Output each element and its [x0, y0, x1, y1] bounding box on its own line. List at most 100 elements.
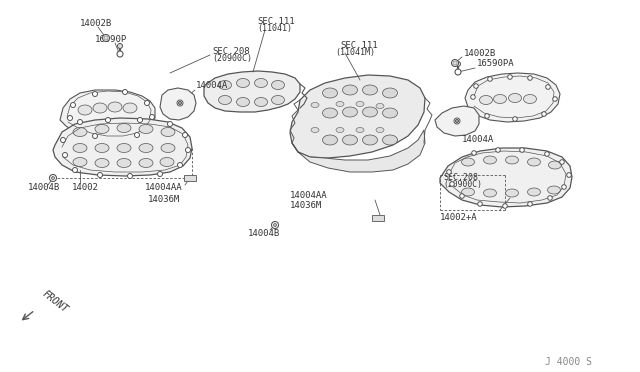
Circle shape	[118, 44, 122, 48]
Polygon shape	[465, 73, 560, 122]
Circle shape	[545, 152, 549, 156]
Circle shape	[508, 75, 512, 79]
Ellipse shape	[139, 144, 153, 153]
Circle shape	[560, 160, 564, 164]
Circle shape	[451, 60, 458, 67]
Ellipse shape	[161, 128, 175, 137]
Ellipse shape	[218, 96, 232, 105]
Text: 14004B: 14004B	[248, 230, 280, 238]
Ellipse shape	[123, 103, 137, 113]
Ellipse shape	[342, 135, 358, 145]
Circle shape	[488, 77, 492, 81]
Circle shape	[447, 170, 451, 174]
Text: 14002: 14002	[72, 183, 99, 192]
Ellipse shape	[93, 103, 107, 113]
Text: (20900C): (20900C)	[212, 54, 252, 62]
Text: (11041): (11041)	[257, 25, 292, 33]
Text: (20900C): (20900C)	[443, 180, 482, 189]
Ellipse shape	[342, 85, 358, 95]
Ellipse shape	[311, 128, 319, 132]
Ellipse shape	[271, 96, 285, 105]
Text: FRONT: FRONT	[40, 289, 69, 315]
Circle shape	[186, 148, 191, 153]
Text: 14004AA: 14004AA	[290, 192, 328, 201]
Circle shape	[134, 132, 140, 138]
Polygon shape	[372, 215, 384, 221]
Polygon shape	[53, 118, 192, 176]
Ellipse shape	[95, 158, 109, 167]
Ellipse shape	[336, 102, 344, 106]
Ellipse shape	[271, 80, 285, 90]
Ellipse shape	[323, 135, 337, 145]
Text: 14004B: 14004B	[28, 183, 60, 192]
Text: 16590P: 16590P	[95, 35, 127, 45]
Circle shape	[528, 76, 532, 80]
Ellipse shape	[161, 144, 175, 153]
Ellipse shape	[139, 158, 153, 167]
Circle shape	[122, 90, 127, 94]
Ellipse shape	[117, 144, 131, 153]
Circle shape	[102, 35, 109, 42]
Ellipse shape	[237, 97, 250, 106]
Circle shape	[117, 51, 123, 57]
Polygon shape	[60, 90, 155, 139]
Circle shape	[157, 171, 163, 176]
Polygon shape	[204, 71, 300, 112]
Ellipse shape	[376, 103, 384, 109]
Ellipse shape	[311, 103, 319, 108]
Circle shape	[70, 103, 76, 108]
Text: SEC.208: SEC.208	[443, 173, 478, 183]
Circle shape	[472, 151, 476, 155]
Circle shape	[77, 119, 83, 125]
Circle shape	[456, 61, 461, 67]
Text: SEC.111: SEC.111	[257, 17, 294, 26]
Text: 14036M: 14036M	[290, 201, 323, 209]
Circle shape	[49, 174, 56, 182]
Polygon shape	[435, 106, 479, 136]
Circle shape	[182, 132, 188, 138]
Polygon shape	[184, 175, 196, 181]
Circle shape	[566, 173, 572, 177]
Circle shape	[455, 69, 461, 75]
Text: 14004A: 14004A	[196, 81, 228, 90]
Circle shape	[520, 148, 524, 152]
Circle shape	[502, 204, 508, 208]
Circle shape	[553, 97, 557, 101]
Ellipse shape	[218, 80, 232, 90]
Ellipse shape	[356, 102, 364, 106]
Text: 14002+A: 14002+A	[440, 214, 477, 222]
Ellipse shape	[483, 156, 497, 164]
Text: SEC.208: SEC.208	[212, 46, 250, 55]
Ellipse shape	[160, 157, 174, 167]
Ellipse shape	[78, 105, 92, 115]
Ellipse shape	[479, 96, 493, 105]
Circle shape	[546, 85, 550, 89]
Circle shape	[177, 163, 182, 167]
Ellipse shape	[383, 88, 397, 98]
Ellipse shape	[362, 85, 378, 95]
Ellipse shape	[506, 156, 518, 164]
Text: 14004A: 14004A	[462, 135, 494, 144]
Ellipse shape	[323, 108, 337, 118]
Ellipse shape	[461, 158, 474, 166]
Polygon shape	[440, 148, 572, 207]
Ellipse shape	[336, 128, 344, 132]
Circle shape	[273, 224, 276, 227]
Ellipse shape	[73, 128, 87, 137]
Circle shape	[72, 167, 77, 173]
Ellipse shape	[383, 108, 397, 118]
Circle shape	[548, 196, 552, 200]
Circle shape	[454, 118, 460, 124]
Circle shape	[61, 138, 65, 142]
Text: 14002B: 14002B	[464, 48, 496, 58]
Ellipse shape	[95, 144, 109, 153]
Circle shape	[460, 194, 464, 198]
Ellipse shape	[73, 144, 87, 153]
Circle shape	[150, 115, 154, 119]
Ellipse shape	[362, 135, 378, 145]
Ellipse shape	[117, 158, 131, 167]
Ellipse shape	[461, 188, 474, 196]
Ellipse shape	[117, 124, 131, 132]
Circle shape	[484, 114, 490, 118]
Circle shape	[528, 202, 532, 206]
